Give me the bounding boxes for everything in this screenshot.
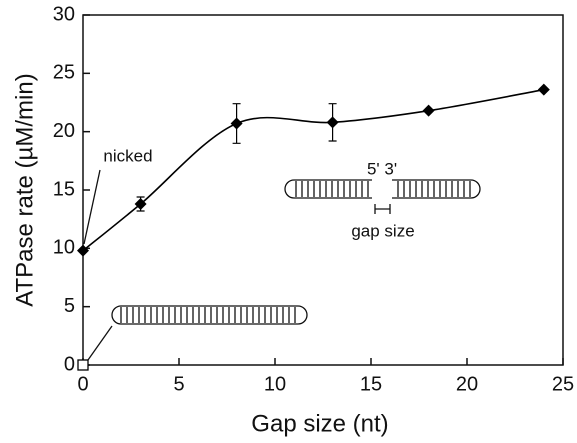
data-point xyxy=(77,359,89,371)
y-tick-label: 5 xyxy=(64,295,75,317)
x-tick-label: 10 xyxy=(264,373,286,395)
data-point xyxy=(537,83,550,96)
data-point xyxy=(77,244,89,257)
y-tick-label: 20 xyxy=(53,120,75,142)
x-tick-label: 25 xyxy=(552,373,574,395)
x-tick-label: 5 xyxy=(173,373,184,395)
y-tick-label: 15 xyxy=(53,178,75,200)
data-point xyxy=(326,116,339,129)
y-tick-label: 30 xyxy=(53,3,75,25)
y-tick-label: 10 xyxy=(53,237,75,259)
x-tick-label: 20 xyxy=(456,373,478,395)
annotation: gap size xyxy=(351,221,414,240)
y-tick-label: 0 xyxy=(64,353,75,375)
data-point xyxy=(134,198,147,210)
dna-diagram xyxy=(83,169,481,361)
annotation: nicked xyxy=(103,146,152,165)
x-tick-label: 0 xyxy=(77,373,88,395)
data-point xyxy=(422,104,435,117)
data-line xyxy=(82,88,544,252)
annotation: 5' 3' xyxy=(367,159,397,178)
y-axis-label: ATPase rate (µM/min) xyxy=(11,73,38,306)
data-point xyxy=(230,117,243,130)
x-tick-label: 15 xyxy=(360,373,382,395)
y-tick-label: 25 xyxy=(53,62,75,84)
x-axis-label: Gap size (nt) xyxy=(251,410,388,437)
